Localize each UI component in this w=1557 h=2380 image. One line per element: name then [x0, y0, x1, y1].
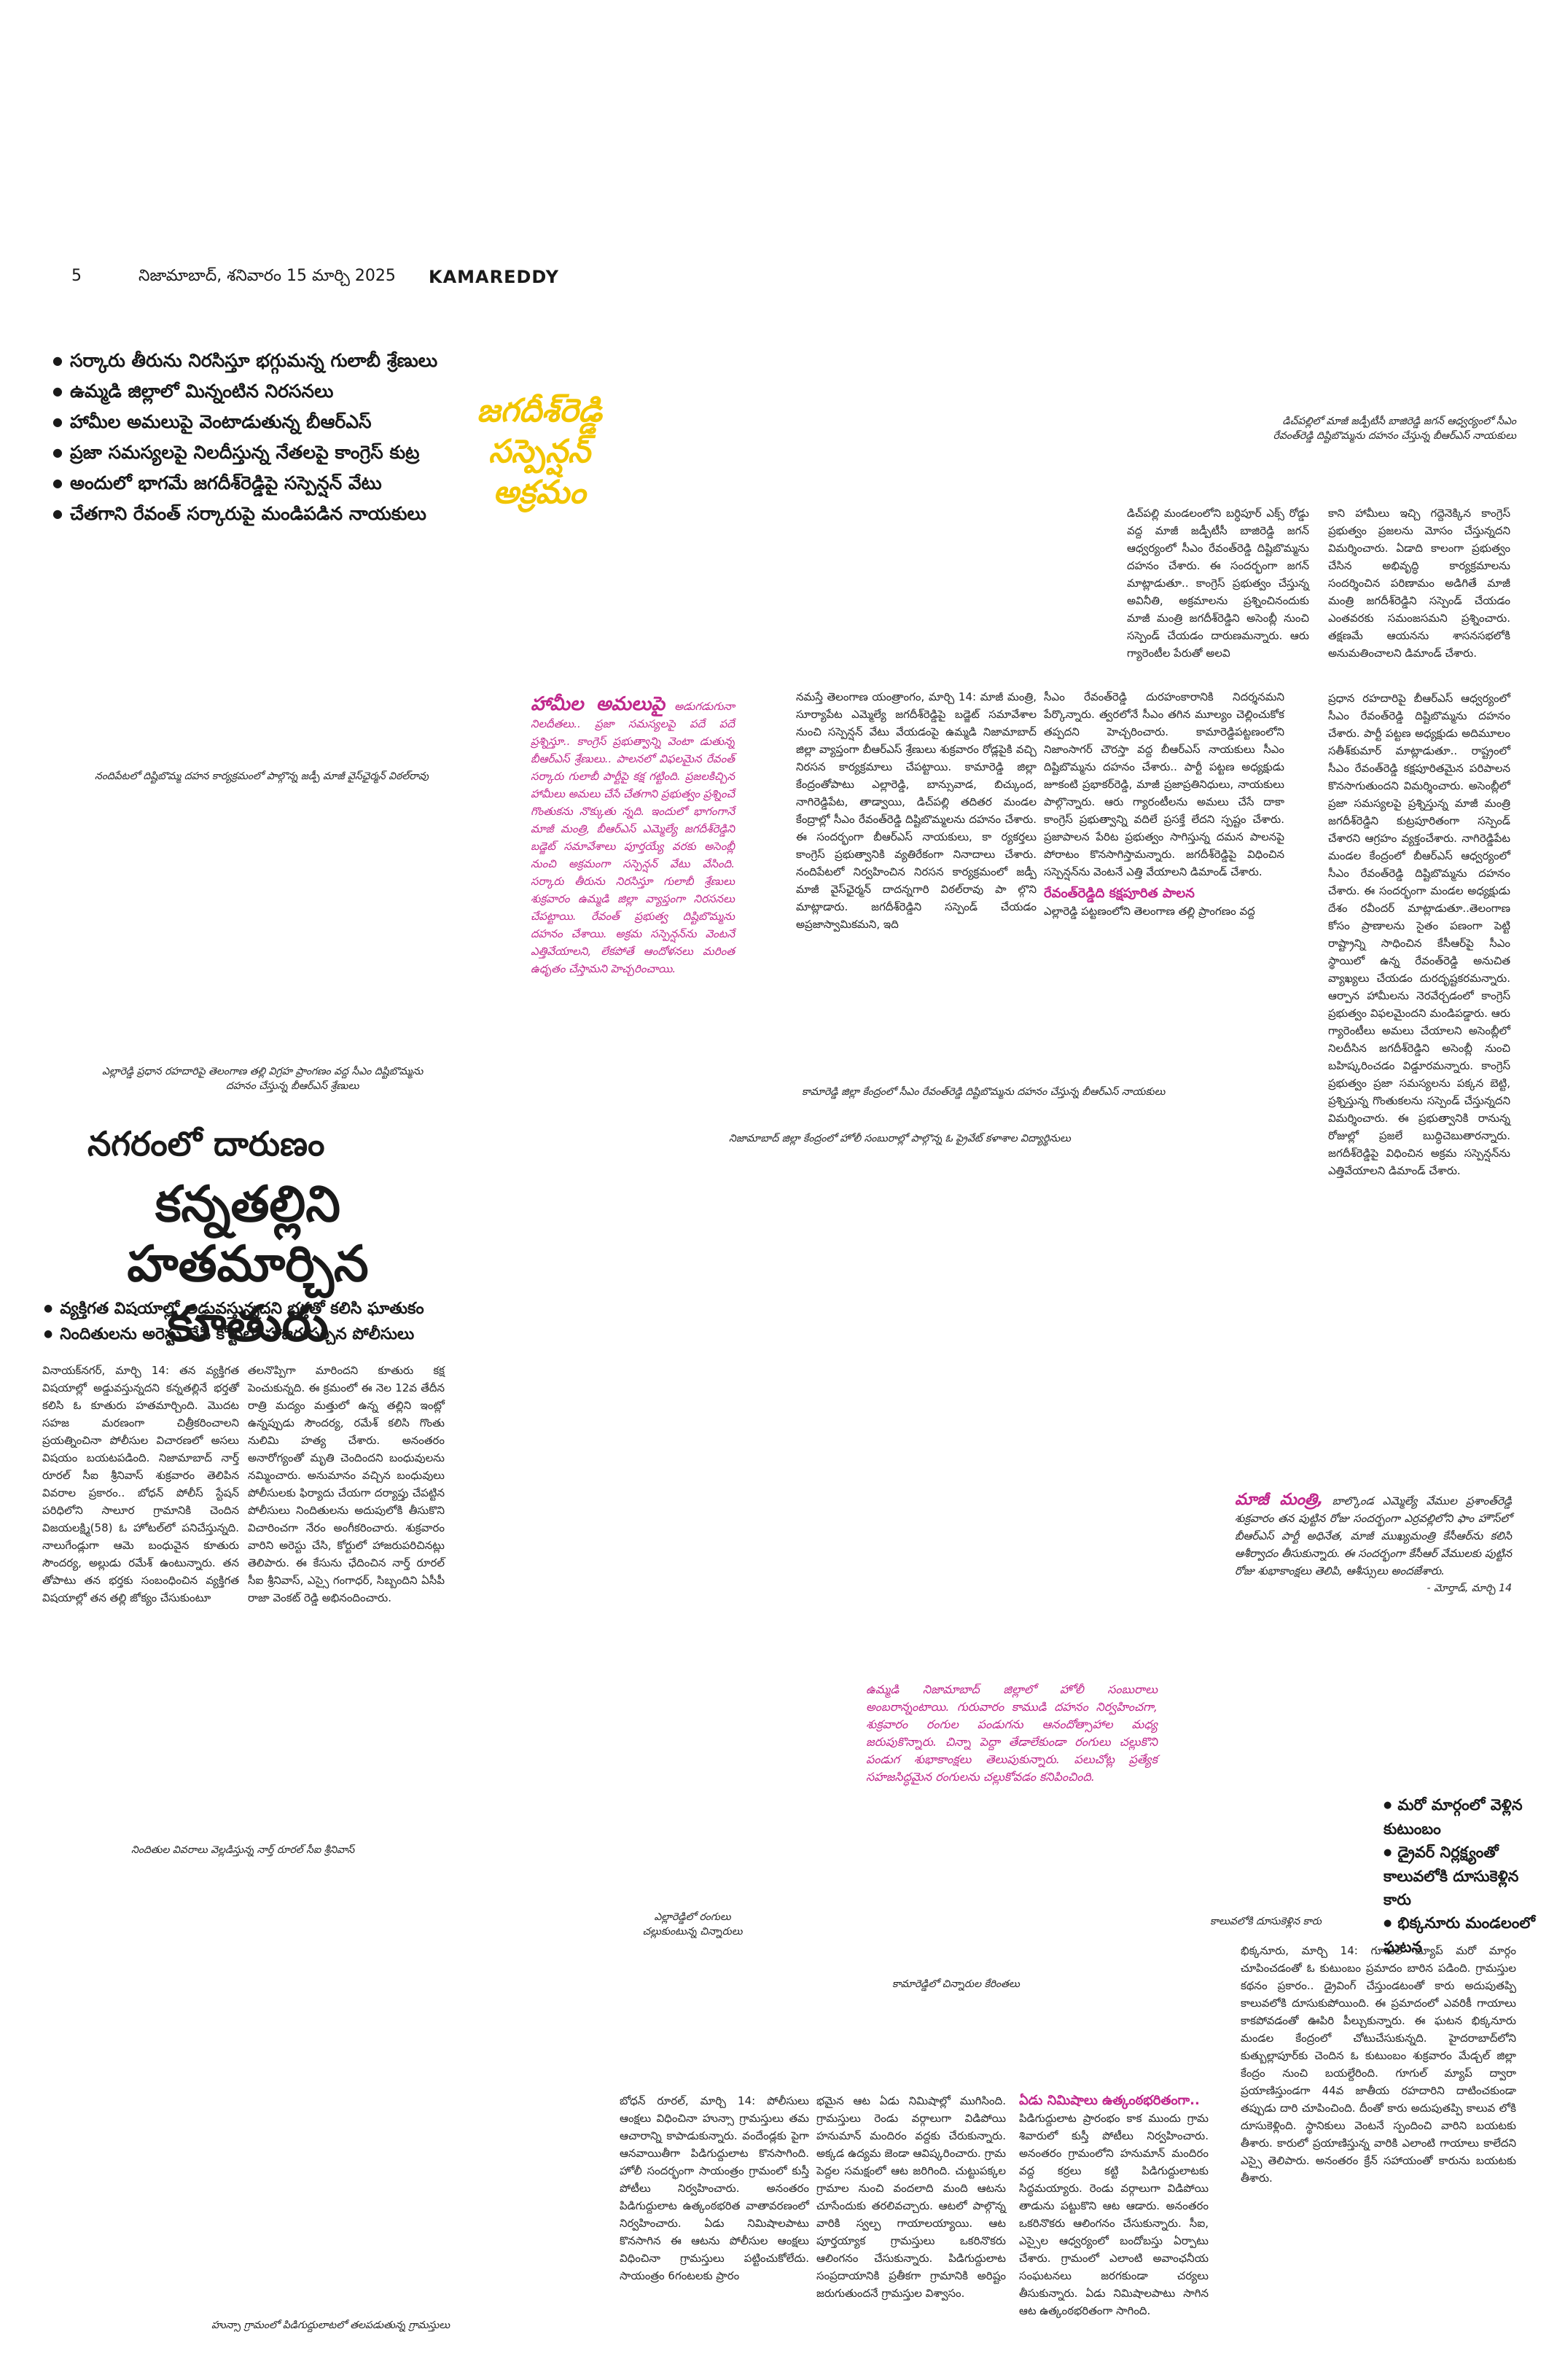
story1-bullets: సర్కారు తీరును నిరసిస్తూ భగ్గుమన్న గులాబ… [52, 346, 483, 529]
story1-column-2: నమస్తే తెలంగాణ యంత్రాంగం, మార్చి 14: మాజ… [796, 690, 1037, 931]
bullet-item: భిక్కనూరు మండలంలో ఘటన [1384, 1911, 1544, 1959]
story1-column-6: ప్రధాన రహదారిపై బీఆర్ఎస్ ఆధ్వర్యంలో సీఎం… [1328, 692, 1510, 1177]
kicker-line: సస్పెన్షన్ [488, 433, 590, 470]
headline-line: కన్నతల్లిని [155, 1176, 340, 1233]
bullet-item: అందులో భాగమే జగదీశ్‌రెడ్డిపై సస్పెన్షన్ … [52, 468, 483, 499]
photo-caption-yellareddy-holi: ఎల్లారెడ్డిలో రంగులు చల్లుకుంటున్న చిన్న… [612, 1910, 773, 1939]
photo-caption-kamareddy-holi: కామారెడ్డిలో చిన్నారుల కేరింతలు [892, 1978, 1020, 1990]
story2-column-2: తలనొప్పిగా మారిందని కూతురు కక్ష పెంచుకున… [248, 1364, 445, 1604]
story2-bullets: వ్యక్తిగత విషయాల్లో అడ్డువస్తున్నదని భర్… [44, 1296, 424, 1347]
bullet-item: డ్రైవర్ నిర్లక్ష్యంతో కాలువలోకి దూసుకెళ్… [1384, 1841, 1544, 1911]
photo-caption-kamareddy: కామారెడ్డి జిల్లా కేంద్రంలో సీఎం రేవంత్‌… [802, 1086, 1166, 1098]
kicker-line: జగదీశ్‌రెడ్డి [477, 392, 602, 429]
bullet-item: చేతగాని రేవంత్ సర్కారుపై మండిపడిన నాయకుల… [52, 499, 483, 529]
photo-caption-car: కాలువలోకి దూసుకెళ్లిన కారు [1210, 1916, 1322, 1927]
story3-lead: మాజీ మంత్రి, [1235, 1491, 1324, 1509]
story4-holi-text: ఉమ్మడి నిజామాబాద్ జిల్లాలో హోలీ సంబురాలు… [866, 1682, 1158, 1784]
story5-text: భిక్కనూరు, మార్చి 14: గూగుల్ మ్యాప్ మరో … [1241, 1944, 1516, 2185]
column-subhead: రేవంత్‌రెడ్డిది కక్షపూరిత పాలన [1044, 886, 1195, 901]
pink-lead: హామీల అమలుపై [531, 693, 665, 715]
caption-line: చల్లుకుంటున్న చిన్నారులు [642, 1926, 743, 1938]
photo-caption-nandipet: నందిపేటలో దిష్టిబొమ్మ దహన కార్యక్రమంలో ప… [95, 770, 429, 782]
page-number: 5 [71, 267, 82, 285]
column-subhead: ఏడు నిమిషాలు ఉత్కంఠభరితంగా.. [1019, 2093, 1200, 2108]
caption-line: రేవంత్‌రెడ్డి దిష్టిబొమ్మను దహనం చేస్తున… [1273, 430, 1516, 442]
section-title: KAMAREDDY [429, 267, 559, 287]
column-body: పిడిగుద్దులాట ప్రారంభం కాక ముందు గ్రామ శ… [1019, 2112, 1209, 2317]
bullet-item: ఉమ్మడి జిల్లాలో మిన్నంటిన నిరసనలు [52, 376, 483, 407]
kicker-line: అక్రమం [493, 474, 586, 511]
column-body-tail: ఎల్లారెడ్డి పట్టణంలోని తెలంగాణ తల్లి ప్ర… [1044, 905, 1255, 918]
bullet-item: ప్రజా సమస్యలపై నిలదీస్తున్న నేతలపై కాంగ్… [52, 437, 483, 468]
bullet-item: నిందితులను అరెస్టు చేసి కోర్టులో హాజరుపర… [44, 1322, 424, 1347]
story3-body: బాల్కొండ ఎమ్మెల్యే వేముల ప్రశాంత్‌రెడ్డి… [1235, 1494, 1512, 1577]
story1-kicker: జగదీశ్‌రెడ్డి సస్పెన్షన్ అక్రమం [467, 391, 612, 513]
story1-pink-column: హామీల అమలుపై అడుగడుగునా నిలదీతలు.. ప్రజా… [531, 695, 735, 978]
story2-subhead: నగరంలో దారుణం [87, 1124, 325, 1163]
caption-line: డిచ్‌పల్లిలో మాజీ జడ్పీటీసీ బాజిరెడ్డి జ… [1282, 415, 1516, 427]
story1-column-4: డిచ్‌పల్లి మండలంలోని బర్ధిపూర్ ఎక్స్ రోడ… [1127, 507, 1309, 660]
bullet-item: వ్యక్తిగత విషయాల్లో అడ్డువస్తున్నదని భర్… [44, 1296, 424, 1322]
caption-line: దహనం చేస్తున్న బీఆర్ఎస్ శ్రేణులు [226, 1080, 359, 1092]
photo-caption-hunsa: హున్సా గ్రామంలో పిడిగుద్దులాటలో తలపడుతున… [211, 2319, 450, 2331]
photo-caption-story2: నిందితుల వివరాలు వెల్లడిస్తున్న నార్త్ ర… [131, 1844, 355, 1856]
story6-column-3: ఏడు నిమిషాలు ఉత్కంఠభరితంగా.. పిడిగుద్దుల… [1019, 2092, 1209, 2319]
caption-line: ఎల్లారెడ్డి ప్రధాన రహదారిపై తెలంగాణ తల్ల… [102, 1066, 424, 1077]
story5-bullets: మరో మార్గంలో వెళ్లిన కుటుంబం డ్రైవర్ నిర… [1384, 1793, 1544, 1959]
caption-line: ఎల్లారెడ్డిలో రంగులు [654, 1911, 731, 1923]
column-body: సీఎం రేవంత్‌రెడ్డి దురహంకారానికి నిదర్శన… [1044, 690, 1284, 878]
story2-column-1: వినాయక్‌నగర్, మార్చి 14: తన వ్యక్తిగత వి… [42, 1364, 239, 1604]
story1-column-3: సీఎం రేవంత్‌రెడ్డి దురహంకారానికి నిదర్శన… [1044, 688, 1284, 920]
story6-column-2: భమైన ఆట ఏడు నిమిషాల్లో ముగిసింది. గ్రామస… [816, 2094, 1006, 2300]
photo-caption-nizamabad-holi: నిజామాబాద్ జిల్లా కేంద్రంలో హోలీ సంబురాల… [729, 1133, 1071, 1144]
story3-dateline: - మోర్తాడ్, మార్చి 14 [1427, 1583, 1512, 1594]
bullet-item: సర్కారు తీరును నిరసిస్తూ భగ్గుమన్న గులాబ… [52, 346, 483, 376]
dateline: నిజామాబాద్, శనివారం 15 మార్చి 2025 [138, 267, 396, 285]
story1-column-5: కాని హామీలు ఇచ్చి గద్దెనెక్కిన కాంగ్రెస్… [1328, 507, 1510, 660]
photo-caption-yellareddy: ఎల్లారెడ్డి ప్రధాన రహదారిపై తెలంగాణ తల్ల… [102, 1064, 510, 1093]
photo-caption-dichpally: డిచ్‌పల్లిలో మాజీ జడ్పీటీసీ బాజిరెడ్డి జ… [1108, 414, 1516, 443]
story6-column-1: బోధన్ రూరల్, మార్చి 14: పోలీసులు ఆంక్షలు… [620, 2094, 809, 2282]
story3-text: మాజీ మంత్రి, బాల్కొండ ఎమ్మెల్యే వేముల ప్… [1235, 1491, 1512, 1597]
bullet-item: మరో మార్గంలో వెళ్లిన కుటుంబం [1384, 1793, 1544, 1841]
pink-body: అడుగడుగునా నిలదీతలు.. ప్రజా సమస్యలపై పదే… [531, 700, 735, 975]
bullet-item: హామీల అమలుపై వెంటాడుతున్న బీఆర్ఎస్ [52, 407, 483, 437]
